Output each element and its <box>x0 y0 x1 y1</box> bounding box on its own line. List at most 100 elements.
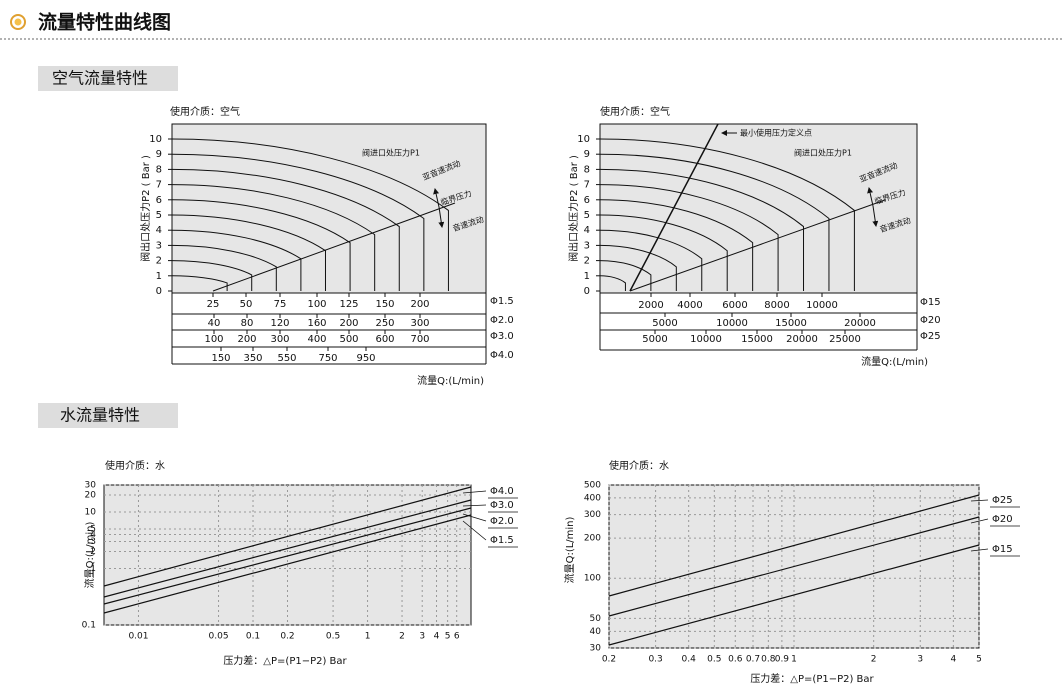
y-tick-label: 10 <box>85 507 97 517</box>
scale-label: 125 <box>339 299 358 310</box>
line-label: Φ3.0 <box>490 500 514 511</box>
y-tick-label: 500 <box>584 481 601 491</box>
x-tick-label: 0.05 <box>209 632 229 642</box>
y-tick-label: 2 <box>90 547 96 557</box>
plot-area <box>599 123 918 294</box>
x-tick-label: 0.3 <box>648 655 662 665</box>
scale-name: Φ2.0 <box>490 315 514 326</box>
scale-label: 25000 <box>829 334 861 345</box>
scale-label: 8000 <box>764 300 789 311</box>
scale-label: 300 <box>270 334 289 345</box>
y-tick-label: 8 <box>156 164 162 175</box>
pressure-curve <box>171 199 351 291</box>
line-label: Φ15 <box>992 544 1013 555</box>
section-title: 空气流量特性 <box>52 69 148 88</box>
pressure-curve <box>599 275 626 291</box>
y-tick-label: 400 <box>584 493 601 503</box>
scale-label: 500 <box>339 334 358 345</box>
flow-line <box>103 486 472 587</box>
icon <box>10 14 26 30</box>
scale-label: 2000 <box>638 300 663 311</box>
critical-line <box>212 202 456 292</box>
scale-label: 950 <box>356 353 375 364</box>
y-tick-label: 6 <box>156 195 162 206</box>
x-tick-label: 0.01 <box>128 632 148 642</box>
scale-label: 10000 <box>690 334 722 345</box>
y-tick-label: 1 <box>584 271 590 282</box>
scale-label: 200 <box>237 334 256 345</box>
line-label: Φ25 <box>992 495 1013 506</box>
y-tick-label: 0.1 <box>82 621 96 631</box>
y-tick-label: 10 <box>149 134 162 145</box>
flow-line <box>608 544 980 646</box>
x-tick-label: 0.8 <box>761 655 776 665</box>
plot-area <box>171 123 487 294</box>
scale-label: 250 <box>375 318 394 329</box>
x-tick-label: 0.5 <box>326 632 340 642</box>
x-tick-label: 0.5 <box>707 655 721 665</box>
pressure-curve <box>599 244 677 291</box>
y-tick-label: 2 <box>156 256 162 267</box>
scale-label: 160 <box>307 318 326 329</box>
scale-label: 20000 <box>844 318 876 329</box>
pressure-curve <box>171 275 228 291</box>
medium-label: 使用介质：空气 <box>600 105 670 118</box>
y-axis-title: 流量Q:(L/min) <box>83 521 96 588</box>
y-tick-label: 3 <box>156 240 162 251</box>
leader <box>462 504 487 507</box>
flow-line <box>103 507 472 605</box>
x-tick-label: 1 <box>791 655 797 665</box>
y-tick-label: 4 <box>584 225 590 236</box>
min-pressure-line <box>629 123 719 292</box>
pressure-curve <box>599 229 703 291</box>
pressure-curve <box>599 214 728 291</box>
scale-label: 150 <box>211 353 230 364</box>
y-tick-label: 5 <box>90 524 96 534</box>
leader <box>462 513 487 522</box>
pressure-curve <box>171 168 400 291</box>
y-tick-label: 6 <box>584 195 590 206</box>
scale-label: 120 <box>270 318 289 329</box>
y-tick-label: 2 <box>584 256 590 267</box>
x-tick-label: 0.2 <box>602 655 616 665</box>
y-tick-label: 40 <box>590 627 602 637</box>
scale-label: 700 <box>410 334 429 345</box>
y-tick-label: 7 <box>156 180 162 191</box>
scale-label: 150 <box>375 299 394 310</box>
arrow <box>433 188 440 208</box>
flow-line <box>103 514 472 614</box>
medium-label: 使用介质：空气 <box>170 105 240 118</box>
scale-label: 100 <box>204 334 223 345</box>
scale-label: 10000 <box>806 300 838 311</box>
section-title: 水流量特性 <box>60 406 140 425</box>
y-tick-label: 200 <box>584 534 601 544</box>
y-tick-label: 3 <box>90 537 96 547</box>
y-tick-label: 1 <box>156 271 162 282</box>
y-tick-label: 3 <box>584 240 590 251</box>
scale-label: 400 <box>307 334 326 345</box>
scale-label: 5000 <box>652 318 677 329</box>
line-label: Φ4.0 <box>490 486 514 497</box>
flow-line <box>103 499 472 598</box>
scale-label: 50 <box>240 299 253 310</box>
medium-label: 使用介质：水 <box>609 459 669 472</box>
line-label: Φ20 <box>992 514 1013 525</box>
pressure-curve <box>599 153 830 291</box>
x-axis-title: 压力差：△P=(P1−P2) Bar <box>750 672 874 685</box>
scale-label: 15000 <box>741 334 773 345</box>
y-axis-title: 阀出口处压力P2 ( Bar ) <box>567 155 580 262</box>
scale-label: 750 <box>318 353 337 364</box>
flow-line <box>608 516 980 617</box>
pressure-curve <box>599 138 855 291</box>
pressure-curve <box>171 138 449 291</box>
leader <box>462 520 487 541</box>
y-tick-label: 5 <box>584 210 590 221</box>
y-tick-label: 300 <box>584 510 601 520</box>
x-axis-title: 流量Q:(L/min) <box>861 355 928 368</box>
y-tick-label: 100 <box>584 574 601 584</box>
scale-label: 350 <box>243 353 262 364</box>
x-tick-label: 2 <box>399 632 405 642</box>
critical-line <box>629 199 886 292</box>
x-tick-label: 4 <box>434 632 440 642</box>
section-box <box>38 403 178 428</box>
